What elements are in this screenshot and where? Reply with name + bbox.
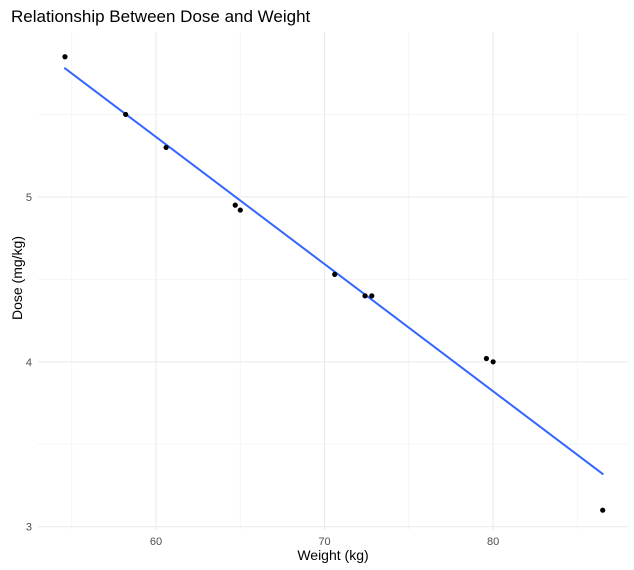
data-point — [490, 359, 496, 365]
trend-line-group — [63, 67, 604, 475]
y-tick-label: 4 — [26, 357, 32, 369]
data-point — [362, 293, 368, 299]
data-point — [483, 355, 489, 362]
data-point — [62, 54, 68, 60]
trend-line — [63, 67, 604, 475]
data-point — [163, 144, 169, 151]
y-tick-label: 3 — [26, 522, 32, 534]
data-point — [600, 507, 606, 513]
x-axis-ticks: 60 70 80 — [150, 536, 499, 548]
data-point — [332, 271, 338, 278]
x-tick-label: 80 — [487, 536, 499, 548]
y-axis-ticks: 3 4 5 — [26, 192, 32, 534]
grid — [38, 32, 628, 530]
data-point — [237, 207, 243, 213]
data-point — [232, 202, 238, 208]
x-tick-label: 70 — [318, 536, 330, 548]
y-axis-title: Dose (mg/kg) — [9, 236, 25, 320]
data-point — [123, 111, 129, 118]
x-axis-title: Weight (kg) — [297, 547, 368, 563]
y-tick-label: 5 — [26, 192, 32, 204]
data-point — [369, 293, 375, 299]
x-tick-label: 60 — [150, 536, 162, 548]
data-points — [62, 54, 606, 513]
chart-title: Relationship Between Dose and Weight — [11, 7, 311, 26]
